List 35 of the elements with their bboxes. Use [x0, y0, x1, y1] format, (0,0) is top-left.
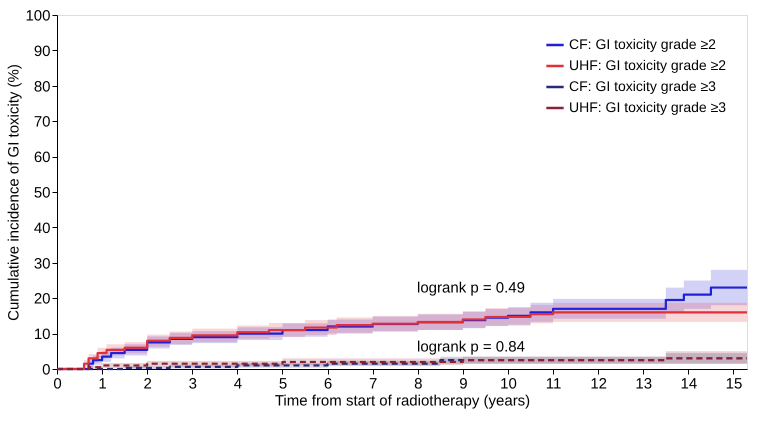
- y-tick-label: 0: [42, 362, 50, 378]
- y-tick-label: 60: [34, 149, 50, 166]
- x-tick-label: 2: [144, 376, 152, 392]
- y-tick-label: 50: [34, 184, 50, 202]
- y-tick-label: 10: [34, 326, 50, 344]
- x-tick-label: 4: [234, 376, 242, 392]
- x-tick-label: 9: [459, 376, 468, 392]
- x-tick-label: 5: [278, 376, 288, 392]
- x-tick-label: 10: [500, 376, 517, 392]
- annotation: logrank p = 0.49: [417, 280, 525, 297]
- x-tick-label: 14: [680, 376, 698, 392]
- y-tick-label: 30: [34, 255, 50, 272]
- x-tick-label: 1: [98, 376, 107, 392]
- x-axis-title: Time from start of radiotherapy (years): [274, 392, 530, 410]
- x-tick-label: 6: [324, 376, 332, 392]
- legend-label: CF: GI toxicity grade ≥3: [569, 78, 716, 94]
- y-tick-label: 20: [34, 290, 50, 308]
- x-tick-label: 8: [414, 376, 422, 392]
- x-tick-label: 7: [369, 376, 378, 392]
- legend-label: UHF: GI toxicity grade ≥2: [569, 57, 726, 73]
- x-tick-label: 3: [188, 376, 197, 392]
- y-tick-label: 90: [34, 42, 50, 60]
- x-tick-label: 13: [635, 376, 652, 392]
- legend-label: CF: GI toxicity grade ≥2: [569, 36, 716, 52]
- y-tick-label: 40: [34, 220, 50, 237]
- annotation: logrank p = 0.84: [417, 338, 525, 356]
- x-tick-label: 11: [546, 376, 562, 392]
- x-tick-label: 0: [53, 376, 62, 392]
- x-tick-label: 15: [726, 376, 742, 392]
- y-tick-label: 80: [34, 78, 50, 96]
- y-axis-title: Cumulative incidence of GI toxicity (%): [5, 64, 22, 321]
- y-tick-label: 100: [25, 8, 50, 24]
- y-tick-label: 70: [34, 114, 50, 131]
- legend-label: UHF: GI toxicity grade ≥3: [569, 99, 726, 115]
- x-tick-label: 12: [590, 376, 608, 392]
